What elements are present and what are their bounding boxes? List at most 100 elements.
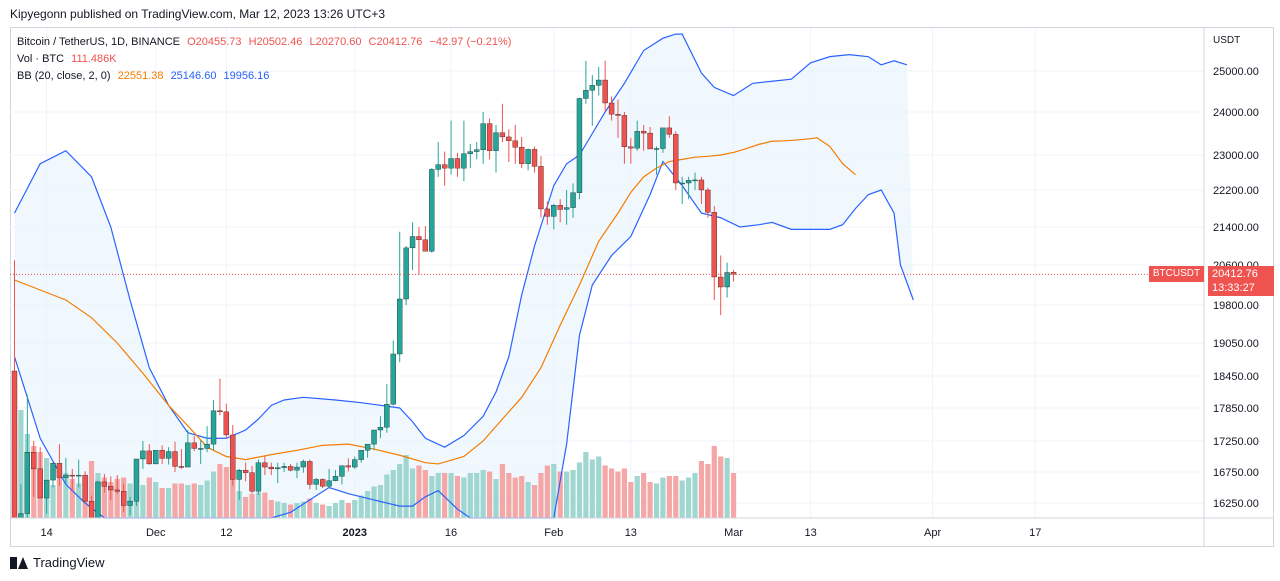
volume-bar [724, 458, 730, 518]
volume-bar [178, 483, 185, 518]
volume-bar [531, 485, 538, 518]
volume-bar [217, 464, 223, 518]
candle-body [294, 466, 300, 471]
volume-bar [641, 473, 647, 518]
volume-bar [159, 488, 165, 518]
candle-body [82, 474, 88, 502]
candle-body [153, 450, 159, 465]
candle-body [583, 90, 589, 99]
candle-body [268, 466, 274, 470]
candle-body [127, 500, 133, 506]
candle-body [18, 513, 24, 519]
price-tick-label: 24000.00 [1213, 107, 1259, 119]
volume-bar [493, 479, 499, 518]
candle-body [589, 85, 595, 91]
candle-body [698, 179, 705, 191]
volume-bar [480, 470, 486, 518]
volume-bar [538, 473, 544, 518]
candle-body [705, 189, 711, 213]
volume-bar [692, 473, 698, 518]
candle-body [262, 462, 268, 468]
candle-body [692, 179, 698, 182]
volume-bar [583, 452, 589, 518]
legend-symbol-row: Bitcoin / TetherUS, 1D, BINANCE O20455.7… [17, 36, 515, 48]
volume-bar [506, 473, 512, 518]
candle-body [146, 450, 152, 465]
candle-body [416, 236, 422, 240]
volume-bar [564, 471, 570, 518]
volume-bar [519, 476, 525, 518]
volume-bar [230, 476, 236, 518]
candle-body [56, 463, 63, 478]
candles [11, 60, 737, 519]
price-tick-label: 19050.00 [1213, 338, 1259, 350]
candle-body [204, 443, 210, 449]
candle-body [653, 148, 660, 150]
candle-body [377, 427, 384, 431]
high-value: H20502.46 [248, 36, 303, 48]
volume-bar [275, 501, 281, 518]
candle-body [172, 451, 178, 467]
volume-bar [673, 476, 679, 518]
volume-bar [320, 504, 326, 518]
candle-body [570, 192, 576, 208]
candle-body [563, 207, 570, 210]
volume-bar [108, 482, 114, 518]
candle-body [454, 158, 461, 169]
volume-bar [461, 477, 467, 518]
volume-bar [236, 491, 242, 518]
volume-bar [467, 473, 473, 518]
candle-body [628, 146, 634, 149]
candle-body [371, 429, 377, 445]
grid [10, 28, 1204, 518]
candle-body [24, 452, 30, 514]
price-tick-label: 23000.00 [1213, 150, 1259, 162]
price-tick-label: 17850.00 [1213, 403, 1259, 415]
candle-body [551, 205, 557, 217]
volume-bar [255, 492, 262, 518]
candle-body [332, 476, 339, 481]
volume-bar [544, 465, 550, 518]
volume-bar [88, 461, 95, 518]
candle-body [525, 149, 531, 164]
candle-body [390, 353, 396, 405]
candle-body [223, 411, 230, 436]
bb-label: BB (20, close, 2, 0) [17, 70, 111, 82]
candle-body [31, 452, 37, 470]
time-tick-label: 16 [445, 527, 457, 539]
candle-body [101, 481, 108, 487]
candle-body [165, 451, 172, 459]
volume-bar [647, 482, 653, 518]
volume-bar [576, 462, 583, 518]
time-tick-label: 2023 [343, 527, 367, 539]
candle-body [544, 208, 551, 217]
volume-label: Vol · BTC [17, 53, 65, 65]
candle-body [641, 131, 647, 134]
price-tick-label: 25000.00 [1213, 66, 1259, 78]
bb-basis-value: 22551.38 [117, 70, 164, 82]
candle-body [178, 466, 185, 468]
candle-body [120, 491, 127, 506]
candle-body [185, 442, 191, 468]
tradingview-logo-icon [10, 556, 28, 569]
volume-bar [352, 500, 358, 518]
candle-body [486, 123, 493, 151]
candle-body [435, 164, 441, 170]
volume-bar [185, 485, 191, 518]
volume-bar [339, 500, 345, 518]
volume-bar [551, 464, 557, 518]
candle-body [191, 442, 197, 449]
volume-bar [435, 473, 441, 518]
volume-bar [628, 482, 634, 518]
candle-body [300, 461, 307, 468]
volume-bar [666, 476, 672, 518]
price-tick-label: 18450.00 [1213, 371, 1259, 383]
candle-body [576, 98, 583, 193]
volume-bar [262, 492, 268, 518]
volume-bar [705, 464, 711, 518]
candle-body [621, 115, 628, 147]
candle-body [11, 370, 18, 519]
volume-bar [608, 468, 615, 518]
volume-bar [294, 503, 300, 518]
